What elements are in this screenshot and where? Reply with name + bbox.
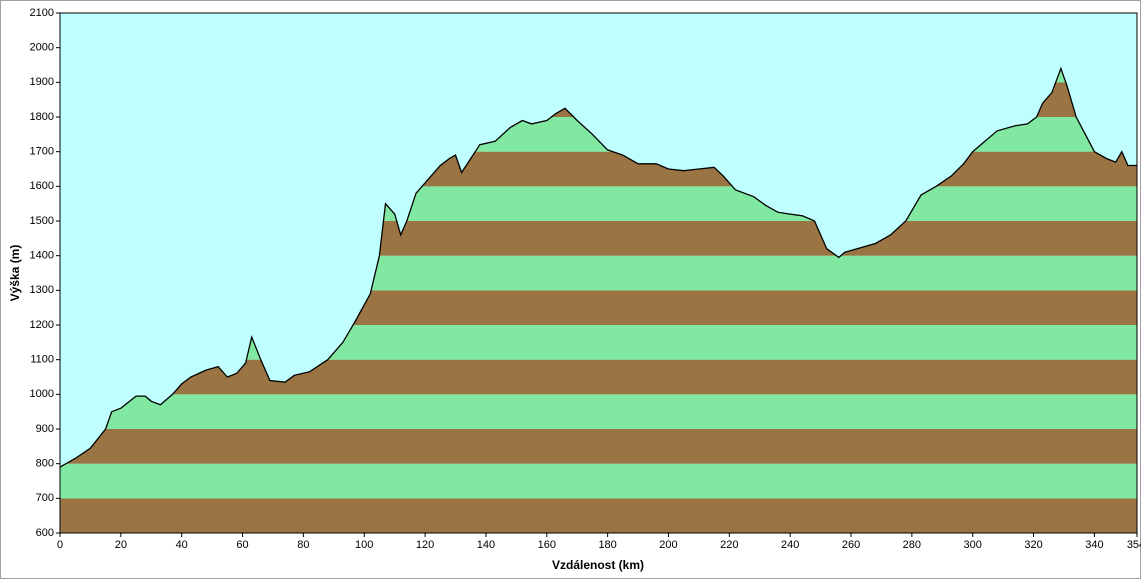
y-tick-label: 1400: [30, 250, 54, 262]
x-axis-title: Vzdálenost (km): [552, 558, 644, 572]
y-tick-label: 1900: [30, 76, 54, 88]
y-tick-label: 1000: [30, 388, 54, 400]
x-tick-label: 80: [297, 539, 309, 551]
profile-line: [59, 66, 1137, 468]
elevation-band: [60, 429, 1137, 464]
x-tick-label: 200: [659, 539, 677, 551]
x-tick-label: 354: [1127, 539, 1141, 551]
y-tick-label: 800: [36, 458, 54, 470]
x-tick-label: 20: [115, 539, 127, 551]
x-tick-label: 0: [57, 539, 63, 551]
x-tick-label: 40: [176, 539, 188, 551]
x-tick-label: 120: [416, 539, 434, 551]
x-tick-label: 180: [598, 539, 616, 551]
x-tick-label: 340: [1085, 539, 1103, 551]
y-tick-label: 1800: [30, 111, 54, 123]
x-tick-label: 100: [355, 539, 373, 551]
x-tick-label: 320: [1024, 539, 1042, 551]
plot-border: [59, 12, 1138, 534]
y-tick-label: 1100: [30, 354, 54, 366]
x-tick-label: 280: [903, 539, 921, 551]
y-tick-label: 1200: [30, 319, 54, 331]
x-tick-label: 300: [964, 539, 982, 551]
elevation-band: [60, 394, 1137, 429]
elevation-band: [60, 463, 1137, 499]
elevation-band: [60, 498, 1137, 533]
y-tick-label: 700: [36, 492, 54, 504]
y-tick-label: 900: [36, 423, 54, 435]
x-tick-label: 140: [477, 539, 495, 551]
y-tick-label: 1600: [30, 180, 54, 192]
y-tick-label: 1500: [30, 215, 54, 227]
y-tick-label: 1700: [30, 146, 54, 158]
x-tick-label: 60: [236, 539, 248, 551]
x-tick-label: 240: [781, 539, 799, 551]
y-tick-label: 600: [36, 527, 54, 539]
y-tick-label: 2000: [30, 42, 54, 54]
x-tick-label: 260: [842, 539, 860, 551]
x-tick-label: 220: [720, 539, 738, 551]
y-axis-title: Výška (m): [8, 245, 22, 302]
y-tick-label: 1300: [30, 284, 54, 296]
x-tick-label: 160: [538, 539, 556, 551]
y-tick-label: 2100: [30, 7, 54, 19]
